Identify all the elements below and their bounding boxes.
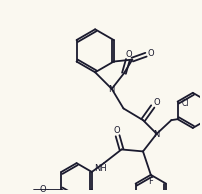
Text: F: F: [148, 177, 153, 186]
Text: NH: NH: [95, 164, 107, 172]
Text: O: O: [147, 49, 154, 58]
Text: O: O: [39, 185, 46, 194]
Text: N: N: [108, 85, 115, 94]
Text: N: N: [154, 130, 160, 139]
Text: Cl: Cl: [182, 99, 189, 108]
Text: O: O: [153, 98, 160, 107]
Text: O: O: [126, 50, 132, 59]
Text: O: O: [113, 126, 120, 135]
